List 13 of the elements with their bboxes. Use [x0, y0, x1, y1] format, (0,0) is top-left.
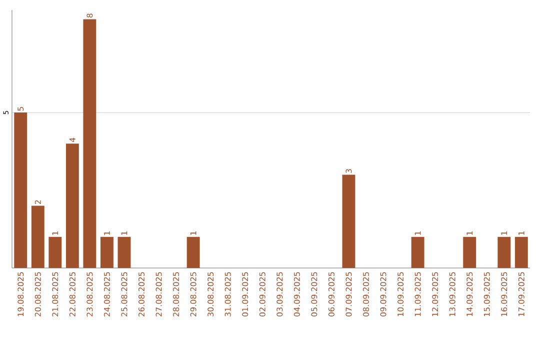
bar — [100, 237, 114, 268]
bar — [411, 237, 424, 268]
bar — [66, 144, 79, 268]
bar — [342, 174, 356, 268]
bar — [514, 237, 528, 268]
bar — [118, 237, 131, 268]
bar — [83, 19, 96, 268]
bar — [31, 206, 44, 268]
bar — [498, 237, 511, 268]
bar — [463, 237, 476, 268]
bar — [48, 237, 62, 268]
bar — [14, 112, 28, 268]
bar — [186, 237, 200, 268]
